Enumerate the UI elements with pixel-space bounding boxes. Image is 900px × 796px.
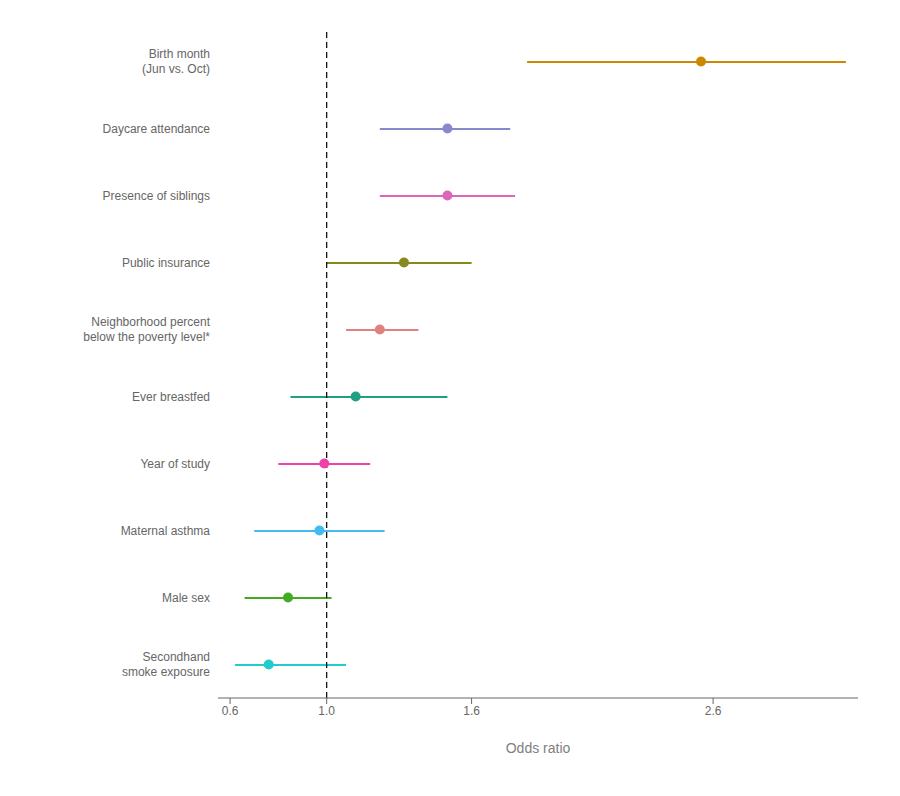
svg-text:Odds ratio: Odds ratio	[506, 740, 571, 756]
svg-text:Secondhandsmoke exposure: Secondhandsmoke exposure	[122, 650, 210, 679]
svg-text:2.6: 2.6	[705, 704, 722, 718]
svg-text:Birth month(Jun vs. Oct): Birth month(Jun vs. Oct)	[142, 47, 210, 76]
svg-text:Daycare attendance: Daycare attendance	[103, 122, 211, 136]
svg-text:1.6: 1.6	[463, 704, 480, 718]
svg-text:1.0: 1.0	[318, 704, 335, 718]
svg-text:0.6: 0.6	[222, 704, 239, 718]
svg-text:Public insurance: Public insurance	[122, 256, 210, 270]
svg-text:Year of study: Year of study	[140, 457, 210, 471]
svg-text:Maternal asthma: Maternal asthma	[121, 524, 211, 538]
svg-text:Ever breastfed: Ever breastfed	[132, 390, 210, 404]
svg-text:Presence of siblings: Presence of siblings	[103, 189, 210, 203]
svg-text:Male sex: Male sex	[162, 591, 210, 605]
svg-text:Neighborhood percentbelow the: Neighborhood percentbelow the poverty le…	[83, 315, 210, 344]
